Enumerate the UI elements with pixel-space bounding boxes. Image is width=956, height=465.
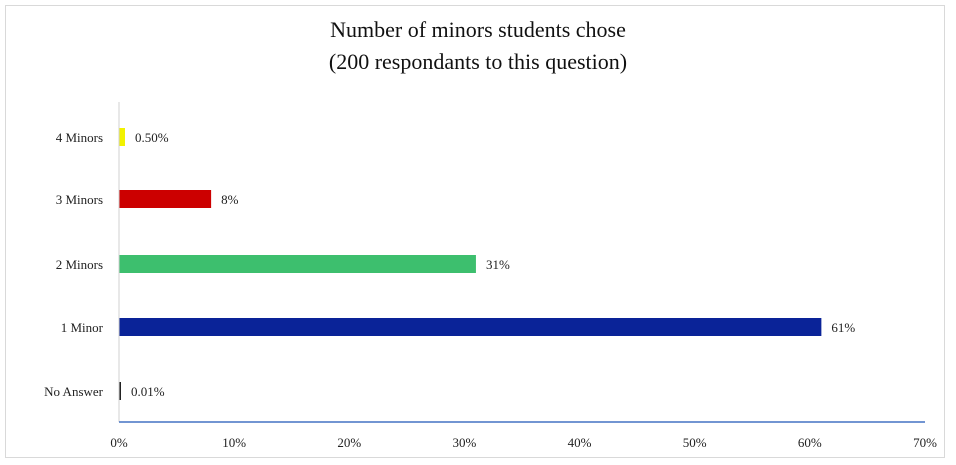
x-tick-label: 60%: [798, 435, 822, 450]
bar-1-minor: [119, 318, 822, 336]
chart-title: Number of minors students chose: [330, 17, 626, 42]
data-label: 8%: [221, 192, 239, 207]
bar-3-minors: [119, 190, 212, 208]
category-label: 3 Minors: [56, 192, 103, 207]
category-label: 1 Minor: [61, 320, 104, 335]
category-label: 2 Minors: [56, 257, 103, 272]
x-tick-label: 50%: [683, 435, 707, 450]
data-label: 0.50%: [135, 130, 169, 145]
x-tick-label: 0%: [110, 435, 128, 450]
bars-group: [119, 128, 822, 400]
axes-group: 0% 10% 20% 30% 40% 50% 60% 70%: [110, 102, 937, 450]
chart-subtitle: (200 respondants to this question): [328, 49, 628, 74]
x-tick-label: 10%: [222, 435, 246, 450]
x-tick-label: 70%: [913, 435, 937, 450]
bar-2-minors: [119, 255, 476, 273]
chart-frame: [5, 5, 945, 458]
x-tick-label: 40%: [568, 435, 592, 450]
x-tick-label: 30%: [453, 435, 477, 450]
x-tick-label: 20%: [337, 435, 361, 450]
data-labels-group: 0.50% 8% 31% 61% 0.01%: [131, 130, 855, 399]
category-label: 4 Minors: [56, 130, 103, 145]
bar-4-minors: [119, 128, 125, 146]
data-label: 31%: [486, 257, 510, 272]
data-label: 0.01%: [131, 384, 165, 399]
category-labels-group: 4 Minors 3 Minors 2 Minors 1 Minor No Answer: [44, 130, 104, 399]
category-label: No Answer: [44, 384, 104, 399]
bar-no-answer: [119, 382, 121, 400]
data-label: 61%: [831, 320, 855, 335]
